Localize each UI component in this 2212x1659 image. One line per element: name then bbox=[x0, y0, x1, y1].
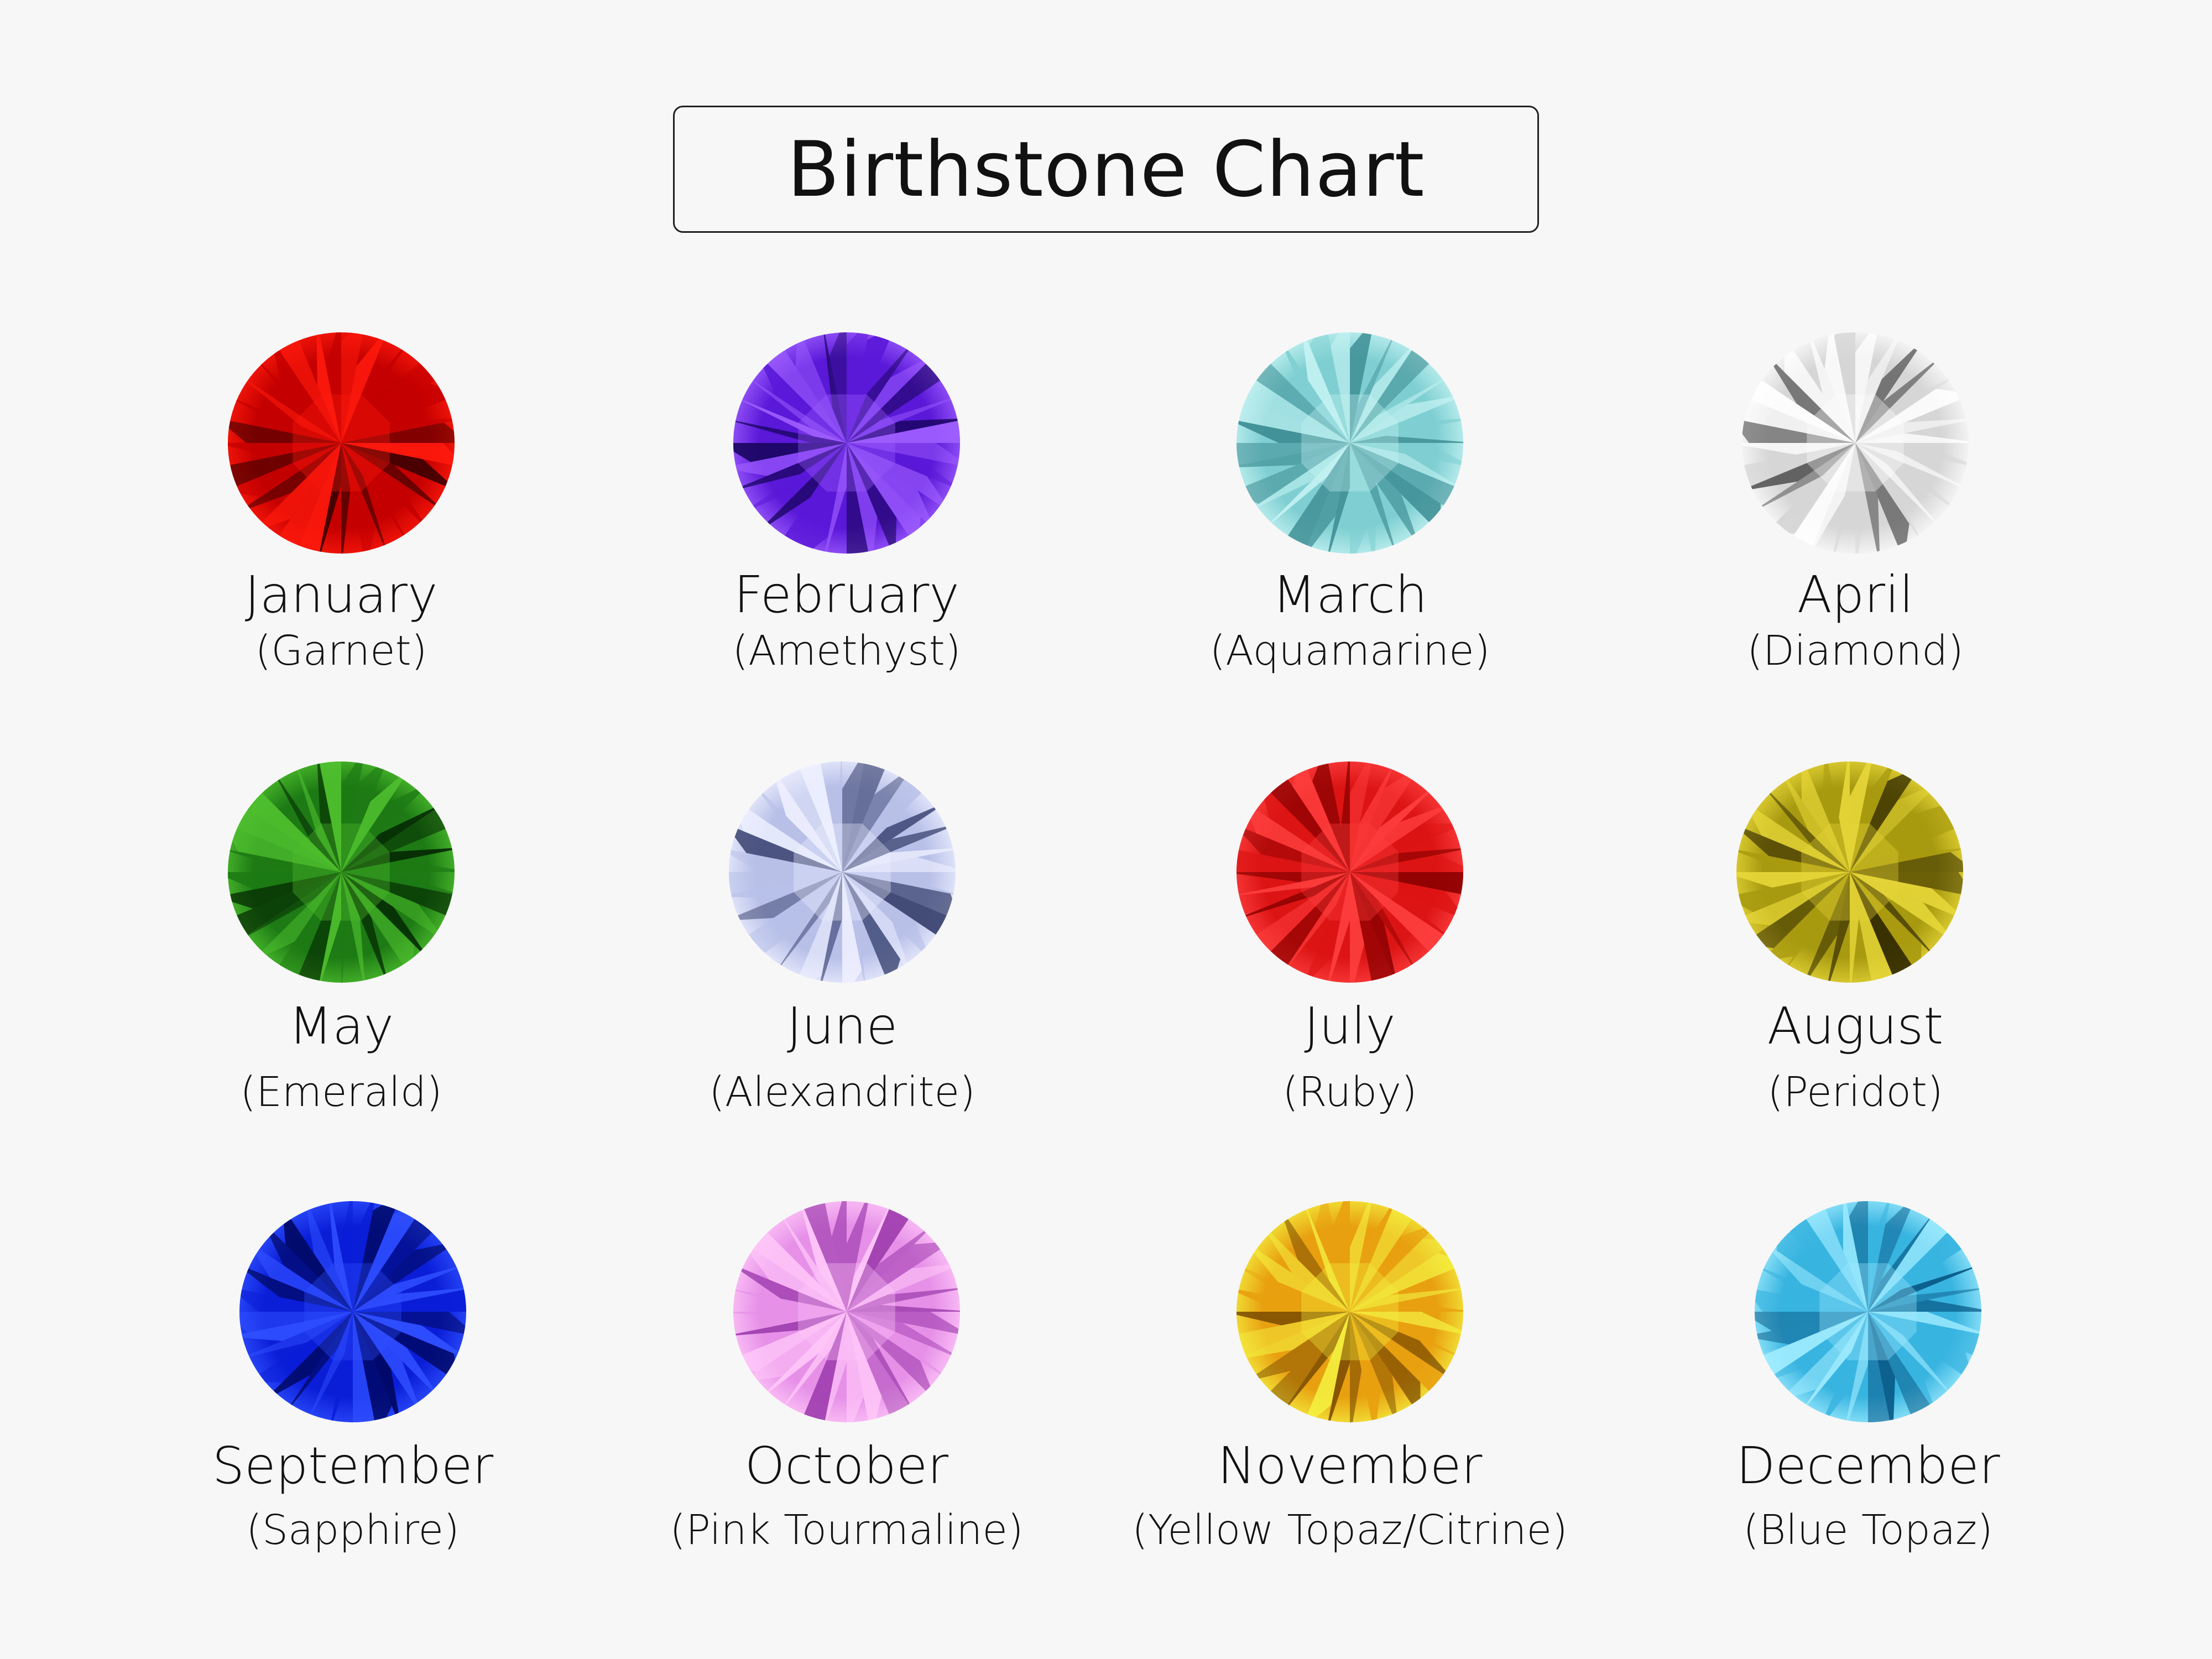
gem-icon-sapphire bbox=[239, 1201, 466, 1422]
chart-title: Birthstone Chart bbox=[787, 124, 1425, 214]
gem-icon-yellow-topaz-citrine bbox=[1237, 1201, 1463, 1422]
stone-label: (Pink Tourmaline) bbox=[670, 1506, 1024, 1554]
month-label: February bbox=[734, 565, 959, 624]
month-label: March bbox=[1272, 565, 1428, 624]
month-label: August bbox=[1767, 997, 1944, 1056]
stone-label: (Garnet) bbox=[255, 627, 427, 675]
gem-icon-alexandrite bbox=[729, 761, 956, 983]
stone-label: (Emerald) bbox=[240, 1068, 442, 1116]
month-label: May bbox=[288, 997, 394, 1056]
stone-label: (Blue Topaz) bbox=[1743, 1506, 1993, 1554]
gem-icon-diamond bbox=[1742, 332, 1969, 554]
stone-label: (Peridot) bbox=[1767, 1068, 1943, 1116]
month-label: June bbox=[786, 997, 898, 1056]
month-label: July bbox=[1304, 997, 1396, 1056]
gem-icon-ruby bbox=[1237, 761, 1463, 983]
month-label: November bbox=[1217, 1436, 1483, 1495]
stone-label: (Yellow Topaz/Citrine) bbox=[1132, 1506, 1568, 1554]
month-label: January bbox=[244, 565, 438, 624]
stone-label: (Sapphire) bbox=[246, 1506, 460, 1554]
month-label: September bbox=[212, 1436, 494, 1495]
gem-icon-peridot bbox=[1736, 761, 1963, 983]
chart-title-box: Birthstone Chart bbox=[673, 106, 1539, 233]
month-label: October bbox=[744, 1436, 949, 1495]
gem-icon-emerald bbox=[228, 761, 455, 983]
stone-label: (Aquamarine) bbox=[1209, 627, 1490, 675]
stone-label: (Ruby) bbox=[1282, 1068, 1417, 1116]
stone-label: (Alexandrite) bbox=[709, 1068, 975, 1116]
gem-icon-aquamarine bbox=[1237, 332, 1463, 554]
month-label: April bbox=[1797, 565, 1914, 624]
month-label: December bbox=[1736, 1436, 2000, 1495]
stone-label: (Amethyst) bbox=[732, 627, 961, 675]
gem-icon-amethyst bbox=[733, 332, 960, 554]
gem-icon-blue-topaz bbox=[1755, 1201, 1981, 1422]
gem-icon-pink-tourmaline bbox=[733, 1201, 960, 1422]
gem-icon-garnet bbox=[228, 332, 455, 554]
stone-label: (Diamond) bbox=[1747, 627, 1964, 675]
